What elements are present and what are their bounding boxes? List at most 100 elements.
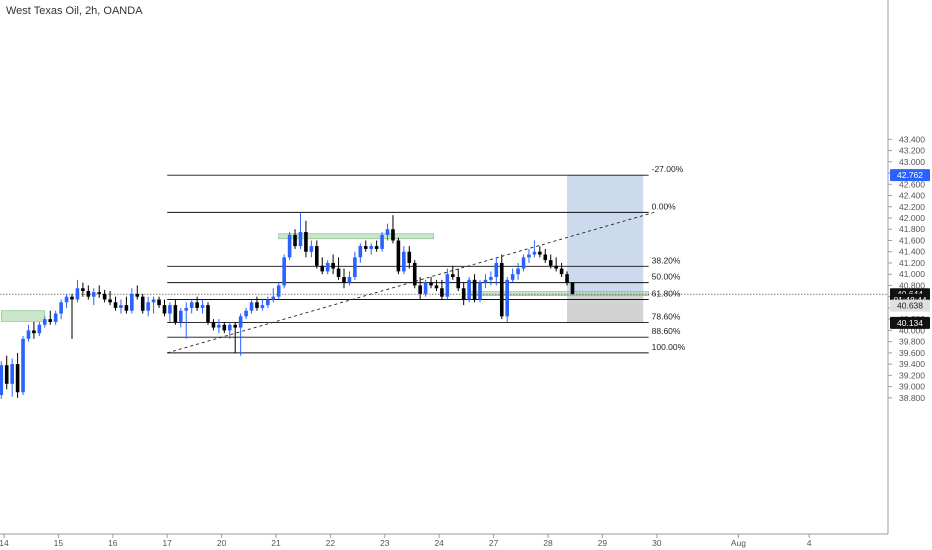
candle-body <box>119 305 123 308</box>
candle-body <box>521 257 526 269</box>
time-tick-label: 15 <box>54 538 64 548</box>
candle-body <box>260 305 265 308</box>
time-tick-label: 21 <box>271 538 281 548</box>
price-tick-label: 40.000 <box>899 325 925 335</box>
candle-body <box>211 321 216 328</box>
candle-body <box>43 319 47 325</box>
candle-body <box>244 310 248 317</box>
candle-body <box>402 251 406 272</box>
dashed-trendline[interactable] <box>167 211 655 354</box>
candle-body <box>287 234 292 258</box>
time-tick-label: 4 <box>807 538 812 548</box>
time-tick-label: Aug <box>731 538 746 548</box>
candle-body <box>26 330 31 339</box>
candle-body <box>304 232 308 252</box>
candle-body <box>200 305 205 308</box>
candle-body <box>81 288 85 292</box>
price-tick-label: 42.000 <box>899 213 925 223</box>
candle-body <box>516 268 520 275</box>
price-tick-label: 41.400 <box>899 247 925 257</box>
price-tag-label: 40.638 <box>897 301 923 311</box>
candle-body <box>385 229 390 235</box>
candle-body <box>309 246 314 252</box>
candle-body <box>184 307 189 311</box>
candle-body <box>369 246 373 249</box>
candle-body <box>179 310 183 322</box>
price-tick-label: 43.200 <box>899 146 925 156</box>
candle-body <box>97 292 101 294</box>
candle-body <box>380 234 384 249</box>
candle-body <box>538 251 542 255</box>
price-tick-label: 42.400 <box>899 191 925 201</box>
candle-body <box>440 288 444 297</box>
candle-body <box>233 324 237 328</box>
candle-body <box>293 234 297 247</box>
candle-body <box>15 364 20 393</box>
fib-level-label: 38.20% <box>652 255 681 265</box>
candle-body <box>342 277 346 283</box>
demand-zone-left[interactable] <box>0 310 46 322</box>
time-tick-label: 24 <box>434 538 444 548</box>
candle-body <box>559 268 564 275</box>
price-tick-label: 40.800 <box>899 280 925 290</box>
price-tag <box>890 169 930 182</box>
candle-body <box>565 274 569 283</box>
candle-body <box>489 277 493 280</box>
time-tick-label: 20 <box>217 538 227 548</box>
candle-body <box>86 291 91 297</box>
price-tag <box>890 316 930 329</box>
candle-body <box>527 254 531 258</box>
price-tick-label: 39.400 <box>899 359 925 369</box>
candle-body <box>32 330 36 334</box>
fib-level-label: 61.80% <box>652 288 681 298</box>
candle-body <box>255 302 259 308</box>
candle-body <box>412 262 417 286</box>
candle-body <box>238 316 243 328</box>
position-stop-zone[interactable] <box>567 294 644 323</box>
candle-body <box>195 302 199 308</box>
candle-body <box>499 262 504 317</box>
candle-body <box>478 282 482 300</box>
price-tick-label: 41.000 <box>899 269 925 279</box>
candle-body <box>102 293 107 300</box>
price-tick-label: 42.600 <box>899 179 925 189</box>
candle-body <box>10 364 14 384</box>
supply-zone[interactable] <box>278 233 435 240</box>
candle-body <box>222 324 227 331</box>
price-tick-label: 41.800 <box>899 224 925 234</box>
time-tick-label: 30 <box>652 538 662 548</box>
candle-body <box>505 279 509 317</box>
symbol-title: West Texas Oil, 2h, OANDA <box>6 5 143 17</box>
entry-zone[interactable] <box>468 291 649 296</box>
candle-body <box>429 282 433 286</box>
candle-body <box>532 251 537 255</box>
candle-body <box>282 257 286 286</box>
candle-body <box>276 285 281 297</box>
candle-body <box>434 285 439 289</box>
candle-body <box>48 319 53 322</box>
price-tick-label: 41.600 <box>899 235 925 245</box>
candle-body <box>130 293 134 311</box>
candle-body <box>418 285 422 294</box>
candle-body <box>64 296 69 303</box>
candle-body <box>75 288 80 300</box>
price-tick-label: 39.800 <box>899 337 925 347</box>
price-tick-label: 42.200 <box>899 202 925 212</box>
position-target-zone[interactable] <box>567 175 644 295</box>
candle-body <box>374 246 379 249</box>
candle-body <box>456 277 461 289</box>
candle-body <box>472 279 477 300</box>
candle-body <box>108 299 112 303</box>
candle-body <box>483 279 488 283</box>
candle-body <box>320 265 325 272</box>
candle-body <box>113 302 118 308</box>
fib-level-label: 50.00% <box>652 272 681 282</box>
fib-level-label: 78.60% <box>652 312 681 322</box>
candle-body <box>423 282 428 294</box>
candle-body <box>140 296 145 311</box>
candle-body <box>135 293 140 297</box>
candle-body <box>162 305 167 314</box>
candle-body <box>70 296 74 300</box>
